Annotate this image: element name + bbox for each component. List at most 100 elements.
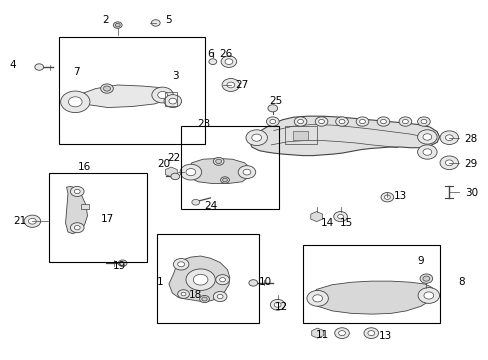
Text: 17: 17 (100, 215, 113, 224)
Circle shape (376, 117, 389, 126)
Circle shape (380, 120, 386, 124)
Text: 27: 27 (235, 80, 248, 90)
Text: 30: 30 (464, 188, 477, 198)
Circle shape (181, 292, 185, 296)
Circle shape (417, 288, 439, 303)
Circle shape (359, 120, 365, 124)
Text: 2: 2 (102, 15, 109, 26)
Polygon shape (311, 328, 323, 338)
Circle shape (267, 105, 277, 112)
Circle shape (28, 219, 36, 224)
Circle shape (417, 145, 436, 159)
Circle shape (61, 91, 90, 113)
Polygon shape (65, 186, 87, 234)
Text: 8: 8 (458, 277, 465, 287)
Circle shape (226, 82, 234, 88)
Circle shape (70, 186, 84, 197)
Bar (164, 93, 177, 106)
Circle shape (217, 294, 223, 299)
Circle shape (68, 97, 82, 107)
Circle shape (245, 130, 267, 145)
Circle shape (219, 278, 225, 282)
Text: 25: 25 (269, 96, 282, 106)
Circle shape (417, 130, 436, 144)
Text: 21: 21 (14, 216, 27, 226)
Circle shape (74, 189, 80, 194)
Circle shape (380, 193, 393, 202)
Text: 15: 15 (340, 218, 353, 228)
Circle shape (222, 178, 227, 182)
Text: 6: 6 (206, 49, 213, 59)
Text: 26: 26 (219, 49, 232, 59)
Bar (81, 204, 89, 210)
Text: 13: 13 (379, 331, 392, 341)
Circle shape (220, 177, 229, 183)
Circle shape (185, 168, 195, 176)
Circle shape (422, 134, 431, 140)
Circle shape (24, 215, 41, 227)
Text: 5: 5 (165, 15, 172, 26)
Circle shape (294, 117, 306, 126)
Circle shape (191, 199, 199, 205)
Polygon shape (165, 167, 177, 177)
Circle shape (177, 262, 184, 267)
Circle shape (423, 292, 433, 299)
Circle shape (337, 215, 343, 219)
Text: 19: 19 (112, 261, 125, 271)
Circle shape (103, 86, 110, 91)
Circle shape (417, 117, 429, 126)
Circle shape (208, 59, 216, 64)
Circle shape (113, 22, 122, 28)
Text: 28: 28 (464, 134, 477, 144)
Text: 29: 29 (464, 159, 477, 169)
Circle shape (158, 91, 167, 99)
Text: 14: 14 (320, 218, 333, 228)
Circle shape (70, 223, 84, 233)
Circle shape (384, 195, 389, 199)
Circle shape (318, 120, 324, 124)
Polygon shape (310, 212, 322, 222)
Circle shape (422, 276, 429, 281)
Circle shape (251, 134, 261, 141)
Circle shape (266, 117, 279, 126)
Text: 7: 7 (73, 67, 80, 77)
Circle shape (338, 330, 345, 336)
Circle shape (163, 95, 181, 108)
Text: 24: 24 (204, 201, 218, 211)
Circle shape (243, 169, 250, 175)
Circle shape (248, 280, 257, 286)
Circle shape (269, 120, 275, 124)
Circle shape (333, 212, 346, 222)
Bar (303, 244, 439, 323)
Circle shape (224, 59, 232, 64)
Bar (181, 126, 278, 209)
Text: 22: 22 (167, 153, 180, 163)
Circle shape (363, 328, 378, 338)
Circle shape (222, 78, 239, 91)
Text: 20: 20 (157, 159, 170, 169)
Circle shape (306, 291, 328, 306)
Text: 13: 13 (393, 191, 407, 201)
Circle shape (221, 56, 236, 67)
Text: 9: 9 (417, 256, 424, 266)
Text: 11: 11 (315, 330, 328, 340)
Bar (49, 173, 147, 262)
Bar (285, 126, 316, 144)
Text: 18: 18 (189, 290, 202, 300)
Circle shape (193, 274, 207, 285)
Polygon shape (310, 281, 433, 314)
Text: 4: 4 (10, 60, 16, 70)
Circle shape (215, 159, 221, 163)
Circle shape (274, 302, 281, 307)
Circle shape (419, 274, 432, 283)
Polygon shape (168, 256, 229, 302)
Circle shape (177, 290, 189, 298)
Circle shape (215, 275, 229, 285)
Circle shape (445, 160, 452, 166)
Circle shape (335, 117, 347, 126)
Circle shape (185, 269, 215, 291)
Circle shape (115, 23, 120, 27)
Circle shape (151, 20, 160, 26)
Text: 23: 23 (197, 120, 210, 129)
Circle shape (355, 117, 368, 126)
